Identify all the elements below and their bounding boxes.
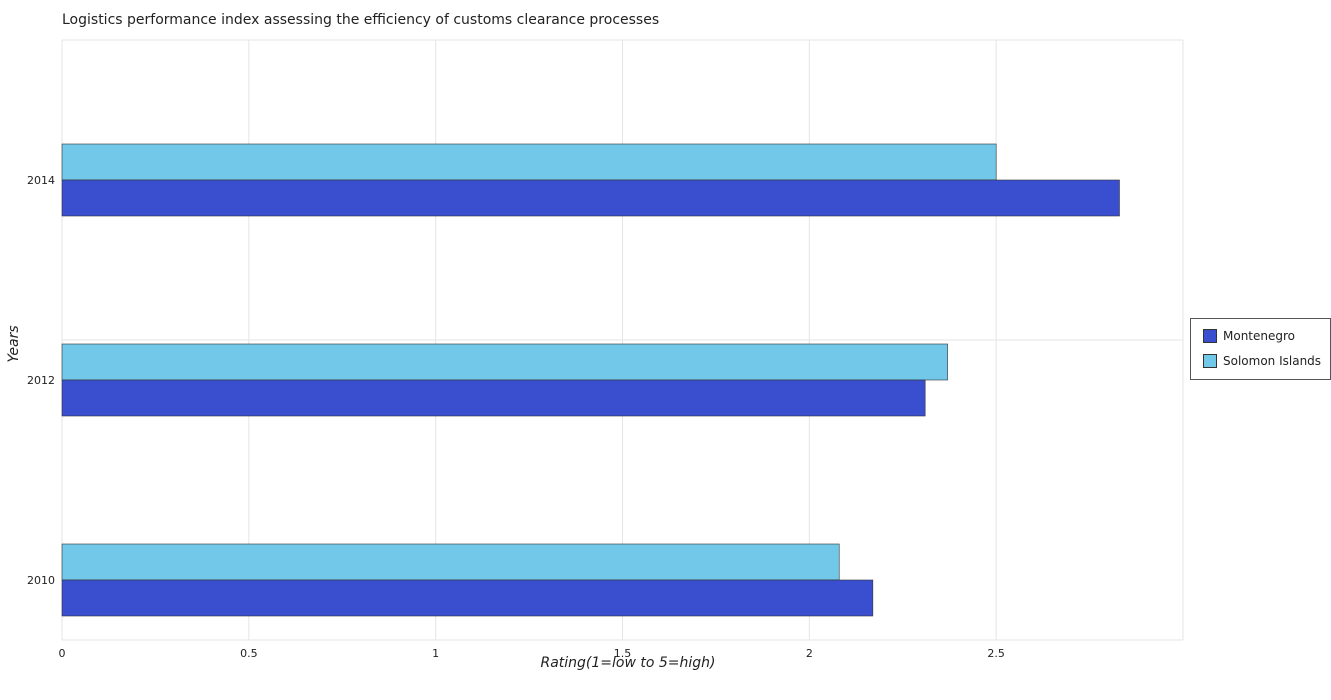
legend: Montenegro Solomon Islands	[1190, 318, 1331, 380]
bar-montenegro-2010	[61, 579, 874, 617]
legend-swatch-solomon-islands	[1203, 354, 1217, 368]
chart-title: Logistics performance index assessing th…	[62, 12, 659, 28]
bars	[61, 143, 1120, 617]
x-tick-label: 2	[806, 647, 813, 660]
legend-label-solomon-islands: Solomon Islands	[1223, 354, 1322, 368]
bar-montenegro-2012	[61, 379, 926, 417]
x-tick-label: 0	[59, 647, 66, 660]
bar-solomon-islands-2014	[61, 143, 997, 181]
y-tick-label: 2014	[27, 174, 55, 187]
bar-solomon-islands-2010	[61, 543, 840, 581]
y-tick-label: 2012	[27, 374, 55, 387]
y-tick-label: 2010	[27, 574, 55, 587]
y-ticks: 2010 2012 2014	[27, 174, 55, 587]
grid	[61, 39, 1184, 641]
legend-item-solomon-islands: Solomon Islands	[1203, 354, 1321, 368]
legend-swatch-montenegro	[1203, 329, 1217, 343]
legend-label-montenegro: Montenegro	[1223, 329, 1296, 343]
legend-item-montenegro: Montenegro	[1203, 329, 1295, 343]
bar-montenegro-2014	[61, 179, 1120, 217]
x-tick-label: 1	[432, 647, 439, 660]
bar-solomon-islands-2012	[61, 343, 948, 381]
x-axis-label: Rating(1=low to 5=high)	[540, 655, 715, 671]
x-ticks: 0 0.5 1 1.5 2 2.5	[59, 647, 1005, 660]
y-axis-label: Years	[6, 325, 22, 362]
x-tick-label: 1.5	[614, 647, 632, 660]
x-tick-label: 0.5	[240, 647, 258, 660]
x-tick-label: 2.5	[987, 647, 1005, 660]
